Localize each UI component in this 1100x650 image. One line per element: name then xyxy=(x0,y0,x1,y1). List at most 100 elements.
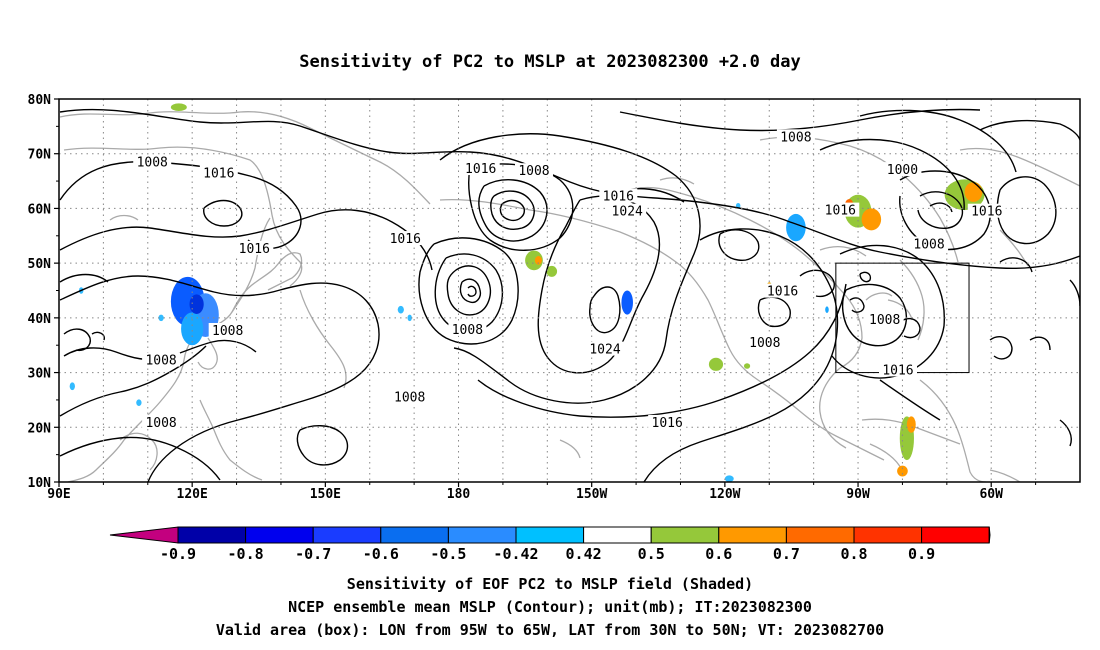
footer-line-2: NCEP ensemble mean MSLP (Contour); unit(… xyxy=(288,598,812,616)
colorbar-box xyxy=(515,526,585,544)
colorbar-label: -0.8 xyxy=(228,545,264,563)
contour-label: 1024 xyxy=(589,343,620,358)
colorbar-box xyxy=(380,526,449,544)
colorbar-label: 0.8 xyxy=(840,545,867,563)
shade-blob-4 xyxy=(69,382,75,391)
shade-blob-2 xyxy=(181,312,204,346)
contour-labels: 1008 1016 1016 1008 1008 1008 1008 1016 1016 1008… xyxy=(133,129,1006,431)
contour-label-bg xyxy=(745,335,784,350)
contour-label-bg xyxy=(133,154,172,169)
contour-label-bg xyxy=(586,341,625,356)
contour-label-bg xyxy=(199,165,238,180)
colorbar-box xyxy=(245,526,314,544)
graticule xyxy=(59,99,1080,482)
contour-label-bg xyxy=(142,352,181,367)
colorbar-label: -0.42 xyxy=(493,545,538,563)
lat-label: 60N xyxy=(28,202,52,217)
contour-label: 1016 xyxy=(390,232,421,247)
contour-label: 1016 xyxy=(603,189,634,204)
colorbar-left-arrow xyxy=(109,526,179,544)
contour-label: 1008 xyxy=(869,313,900,328)
colorbar-box xyxy=(853,526,923,544)
colorbar-label: -0.9 xyxy=(160,545,196,563)
shade-blob-30 xyxy=(964,182,983,202)
colorbar-label: -0.6 xyxy=(363,545,399,563)
shade-blob-28 xyxy=(897,465,908,477)
lat-label: 10N xyxy=(28,476,52,491)
contour-label-bg xyxy=(599,188,638,203)
contour-label-bg xyxy=(448,321,487,336)
colorbar-box xyxy=(583,526,652,544)
shade-blob-13 xyxy=(546,265,558,277)
colorbar: -0.9 -0.8 -0.7 -0.6 -0.5 -0.42 0.42 0.5 0.6 0.7 0.… xyxy=(109,526,991,563)
lat-label: 80N xyxy=(28,93,52,108)
contour-label: 1008 xyxy=(394,391,425,406)
contour-label-bg xyxy=(235,240,274,255)
contour-label: 1008 xyxy=(749,336,780,351)
contour-label-bg xyxy=(608,203,647,218)
colorbar-label: -0.5 xyxy=(430,545,466,563)
mslp-contours xyxy=(59,108,1080,482)
colorbar-label: 0.42 xyxy=(566,545,602,563)
colorbar-box xyxy=(650,526,720,544)
contour-label: 1016 xyxy=(652,416,683,431)
contour-label: 1016 xyxy=(239,242,270,257)
lat-label: 20N xyxy=(28,421,52,436)
contour-label: 1016 xyxy=(882,363,913,378)
shade-blob-12 xyxy=(534,256,542,265)
contour-label-bg xyxy=(821,202,860,217)
contour-label: 1016 xyxy=(825,204,856,219)
colorbar-label: -0.7 xyxy=(295,545,331,563)
contour-label: 1008 xyxy=(145,416,176,431)
contour-label-bg xyxy=(514,163,553,178)
contour-label: 1016 xyxy=(971,205,1002,220)
shade-blob-24 xyxy=(708,357,724,371)
colorbar-box xyxy=(447,526,517,544)
contour-label-bg xyxy=(865,312,904,327)
contour-label-bg xyxy=(776,129,815,144)
colorbar-box xyxy=(177,526,247,544)
shade-blob-21 xyxy=(861,208,882,231)
contour-label: 1008 xyxy=(137,155,168,170)
contour-label-bg xyxy=(763,283,802,298)
colorbar-label: 0.9 xyxy=(908,545,935,563)
contour-label-bg xyxy=(142,414,181,429)
lon-label: 180 xyxy=(447,487,471,502)
latitude-axis: 80N 70N 60N 50N 40N 30N 20N 10N xyxy=(28,93,59,491)
lon-label: 120E xyxy=(177,487,208,502)
contour-label: 1008 xyxy=(452,323,483,338)
colorbar-label: 0.7 xyxy=(773,545,800,563)
shade-blob-11 xyxy=(525,250,543,271)
lon-label: 60W xyxy=(979,487,1003,502)
sensitivity-shading xyxy=(69,103,985,482)
contour-label-bg xyxy=(461,161,500,176)
colorbar-box xyxy=(785,526,855,544)
shade-blob-17 xyxy=(735,202,741,209)
contour-label: 1008 xyxy=(212,324,243,339)
lat-label: 30N xyxy=(28,367,52,382)
contour-label: 1016 xyxy=(465,162,496,177)
contour-label: 1008 xyxy=(145,354,176,369)
lat-label: 50N xyxy=(28,257,52,272)
contour-label-bg xyxy=(883,162,922,177)
shade-blob-7 xyxy=(136,399,142,406)
colorbar-box xyxy=(312,526,382,544)
footer-line-1: Sensitivity of EOF PC2 to MSLP field (Sh… xyxy=(347,575,753,593)
colorbar-right-arrow xyxy=(988,526,991,544)
map-title: Sensitivity of PC2 to MSLP at 2023082300… xyxy=(299,52,801,72)
contour-label-bg xyxy=(208,322,247,337)
shade-blob-16 xyxy=(786,213,806,242)
lat-label: 40N xyxy=(28,312,52,327)
contour-label: 1000 xyxy=(887,163,918,178)
footer-line-3: Valid area (box): LON from 95W to 65W, L… xyxy=(216,621,884,639)
shade-blob-25 xyxy=(743,363,751,369)
colorbar-box xyxy=(718,526,787,544)
colorbar-label: 0.5 xyxy=(638,545,665,563)
contour-label-bg xyxy=(386,231,425,246)
lon-label: 150W xyxy=(576,487,607,502)
lon-label: 120W xyxy=(709,487,740,502)
lon-label: 90E xyxy=(47,487,70,502)
lon-label: 90W xyxy=(846,487,870,502)
shade-blob-14 xyxy=(621,290,633,315)
contour-label: 1008 xyxy=(913,238,944,253)
